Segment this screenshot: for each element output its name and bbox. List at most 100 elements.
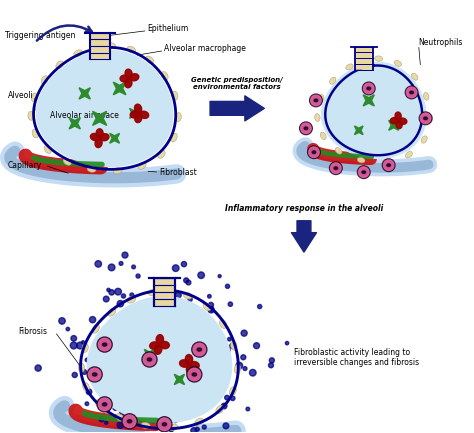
Circle shape	[310, 94, 322, 107]
Text: Neutrophils: Neutrophils	[419, 38, 463, 47]
Circle shape	[142, 352, 157, 367]
FancyBboxPatch shape	[155, 278, 174, 285]
Ellipse shape	[314, 99, 318, 102]
Circle shape	[177, 299, 180, 302]
Ellipse shape	[335, 148, 342, 154]
Ellipse shape	[319, 94, 324, 102]
Circle shape	[254, 343, 260, 349]
Circle shape	[181, 262, 187, 267]
Circle shape	[109, 290, 114, 295]
Ellipse shape	[421, 136, 427, 143]
Circle shape	[119, 409, 126, 415]
Circle shape	[115, 288, 121, 295]
Text: Alveolar air space: Alveolar air space	[50, 111, 119, 120]
Ellipse shape	[148, 289, 157, 296]
Ellipse shape	[100, 134, 109, 141]
Circle shape	[151, 417, 156, 423]
Ellipse shape	[185, 355, 192, 364]
Ellipse shape	[304, 127, 308, 129]
Circle shape	[136, 274, 140, 278]
Polygon shape	[129, 108, 139, 118]
Ellipse shape	[102, 343, 107, 346]
Polygon shape	[109, 133, 119, 143]
Circle shape	[187, 367, 202, 382]
Circle shape	[330, 163, 341, 174]
Ellipse shape	[63, 158, 71, 165]
Circle shape	[208, 294, 211, 298]
FancyBboxPatch shape	[356, 58, 372, 64]
Ellipse shape	[424, 93, 429, 100]
Ellipse shape	[82, 382, 90, 391]
Text: Inflammatory response in the alveoli: Inflammatory response in the alveoli	[225, 204, 383, 213]
Polygon shape	[174, 374, 184, 385]
Ellipse shape	[95, 400, 103, 408]
Circle shape	[82, 370, 87, 374]
Polygon shape	[144, 349, 155, 360]
Polygon shape	[363, 95, 374, 106]
Ellipse shape	[203, 303, 211, 310]
Ellipse shape	[162, 423, 167, 426]
Ellipse shape	[135, 104, 142, 113]
Circle shape	[70, 342, 77, 349]
Ellipse shape	[31, 93, 37, 102]
Ellipse shape	[197, 348, 201, 351]
Circle shape	[85, 402, 89, 406]
Ellipse shape	[146, 56, 154, 64]
Polygon shape	[92, 111, 107, 126]
Circle shape	[95, 261, 101, 267]
Circle shape	[228, 302, 233, 307]
Polygon shape	[79, 88, 91, 99]
Ellipse shape	[135, 114, 142, 123]
Circle shape	[117, 422, 124, 428]
Ellipse shape	[375, 56, 383, 61]
Text: Genetic predisposition/
environmental factors: Genetic predisposition/ environmental fa…	[191, 78, 283, 90]
Circle shape	[419, 112, 432, 125]
Circle shape	[123, 415, 136, 427]
Ellipse shape	[195, 418, 203, 426]
Circle shape	[225, 395, 229, 400]
Circle shape	[108, 264, 115, 271]
Circle shape	[383, 160, 394, 171]
Circle shape	[406, 87, 417, 98]
Ellipse shape	[125, 69, 132, 78]
Ellipse shape	[155, 345, 162, 354]
Circle shape	[364, 83, 374, 94]
Circle shape	[107, 288, 110, 292]
Ellipse shape	[32, 129, 38, 138]
Ellipse shape	[411, 73, 418, 80]
Ellipse shape	[78, 363, 84, 372]
Circle shape	[106, 407, 110, 410]
Circle shape	[175, 292, 181, 298]
Ellipse shape	[175, 113, 182, 122]
Ellipse shape	[108, 308, 116, 316]
Ellipse shape	[396, 121, 402, 129]
Ellipse shape	[410, 91, 413, 94]
Circle shape	[285, 342, 289, 345]
Ellipse shape	[140, 111, 149, 118]
FancyBboxPatch shape	[155, 299, 174, 306]
Circle shape	[257, 304, 262, 309]
Ellipse shape	[92, 373, 97, 376]
Circle shape	[66, 327, 70, 331]
Ellipse shape	[192, 373, 197, 376]
Ellipse shape	[315, 113, 320, 122]
Ellipse shape	[383, 159, 390, 165]
Circle shape	[143, 353, 156, 366]
Ellipse shape	[94, 44, 103, 50]
Text: Fibroblastic activity leading to
irreversible changes and fibrosis: Fibroblastic activity leading to irrever…	[294, 348, 419, 367]
Ellipse shape	[158, 150, 165, 158]
Circle shape	[213, 387, 218, 391]
Circle shape	[221, 403, 227, 409]
Ellipse shape	[234, 364, 241, 374]
Ellipse shape	[138, 162, 146, 169]
Circle shape	[97, 337, 112, 352]
Circle shape	[90, 317, 96, 323]
Circle shape	[301, 123, 311, 133]
Ellipse shape	[28, 111, 34, 120]
Circle shape	[209, 302, 213, 307]
Circle shape	[88, 368, 101, 381]
FancyBboxPatch shape	[155, 285, 174, 292]
Ellipse shape	[41, 76, 48, 84]
Circle shape	[308, 146, 320, 158]
Circle shape	[357, 166, 370, 178]
